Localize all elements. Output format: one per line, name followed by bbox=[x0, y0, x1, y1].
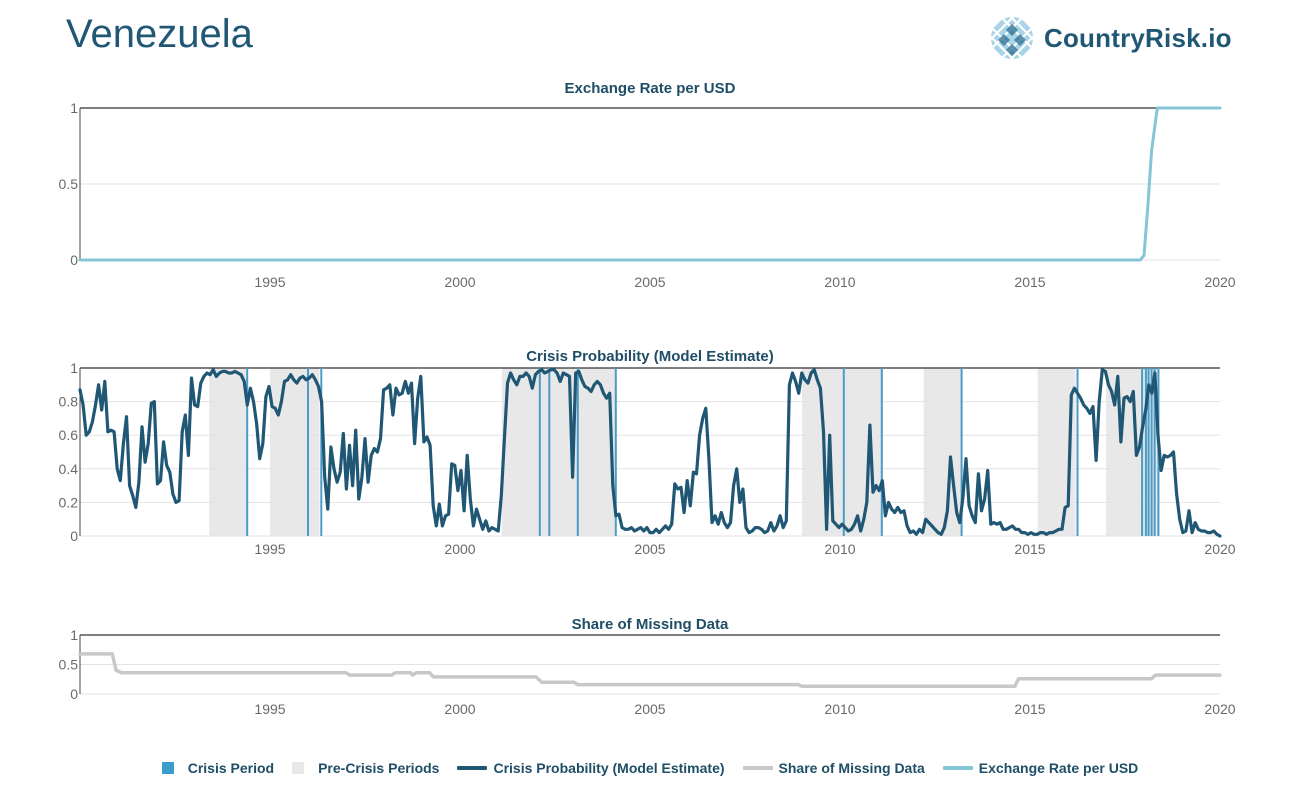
y-tick-label: 1 bbox=[70, 100, 78, 116]
y-tick-label: 1 bbox=[70, 360, 78, 376]
legend-item-crisis-period[interactable]: Crisis Period bbox=[161, 760, 275, 776]
page-title: Venezuela bbox=[66, 12, 253, 56]
pre-crisis-band bbox=[209, 368, 248, 536]
y-tick-label: 0 bbox=[70, 252, 78, 268]
x-tick-label: 1995 bbox=[254, 274, 285, 290]
legend-label: Crisis Probability (Model Estimate) bbox=[493, 760, 725, 776]
x-tick-label: 1995 bbox=[254, 701, 285, 717]
brand-name: CountryRisk.io bbox=[1044, 22, 1232, 53]
x-tick-label: 2005 bbox=[634, 701, 665, 717]
x-tick-label: 2020 bbox=[1204, 701, 1235, 717]
legend-item-share-of-missing-data[interactable]: Share of Missing Data bbox=[742, 760, 925, 776]
x-tick-label: 2020 bbox=[1204, 541, 1235, 557]
y-tick-label: 0.8 bbox=[59, 394, 79, 410]
legend-label: Share of Missing Data bbox=[778, 760, 925, 776]
legend-swatch bbox=[457, 766, 488, 770]
legend-swatch bbox=[942, 766, 973, 770]
legend-swatch bbox=[161, 762, 174, 774]
pre-crisis-band bbox=[501, 368, 616, 536]
y-tick-label: 0 bbox=[70, 528, 78, 544]
legend-item-exchange-rate-per-usd[interactable]: Exchange Rate per USD bbox=[942, 760, 1139, 776]
brand-logo[interactable]: CountryRisk.io bbox=[990, 14, 1232, 62]
chart-panel-crisis-probability-model-estimate: Crisis Probability (Model Estimate) 0 0.2 0… bbox=[59, 348, 1236, 557]
x-tick-label: 2015 bbox=[1014, 541, 1045, 557]
x-tick-label: 2005 bbox=[634, 541, 665, 557]
series-line-crisis-probability-model-estimate bbox=[78, 368, 1222, 538]
legend-label: Exchange Rate per USD bbox=[978, 760, 1139, 776]
x-tick-label: 2000 bbox=[444, 701, 475, 717]
legend-item-pre-crisis-periods[interactable]: Pre-Crisis Periods bbox=[292, 760, 439, 776]
chart-title: Share of Missing Data bbox=[572, 616, 729, 633]
x-tick-label: 1995 bbox=[254, 541, 285, 557]
x-tick-label: 2010 bbox=[824, 274, 855, 290]
globe-icon bbox=[991, 17, 1033, 59]
x-tick-label: 2010 bbox=[824, 541, 855, 557]
x-tick-label: 2010 bbox=[824, 701, 855, 717]
y-tick-label: 0.5 bbox=[59, 176, 79, 192]
chart-title: Crisis Probability (Model Estimate) bbox=[526, 348, 774, 365]
chart-panel-share-of-missing-data: Share of Missing Data 0 0.5 1 1995 2000 2005 20… bbox=[59, 616, 1236, 717]
legend-label: Crisis Period bbox=[187, 760, 275, 776]
x-tick-label: 2000 bbox=[444, 274, 475, 290]
series-line-share-of-missing-data bbox=[78, 652, 1222, 689]
legend-swatch bbox=[742, 766, 773, 770]
y-tick-label: 0.5 bbox=[59, 657, 79, 673]
chart-panel-exchange-rate-per-usd: Exchange Rate per USD 0 0.5 1 1995 2000 2005 20… bbox=[59, 80, 1236, 290]
x-tick-label: 2005 bbox=[634, 274, 665, 290]
y-tick-label: 0.2 bbox=[59, 494, 79, 510]
chart-title: Exchange Rate per USD bbox=[565, 80, 736, 97]
y-tick-label: 0.4 bbox=[59, 461, 79, 477]
x-tick-label: 2015 bbox=[1014, 274, 1045, 290]
y-tick-label: 0.6 bbox=[59, 427, 79, 443]
x-tick-label: 2000 bbox=[444, 541, 475, 557]
x-tick-label: 2020 bbox=[1204, 274, 1235, 290]
legend: Crisis Period Pre-Crisis Periods Crisis Pr… bbox=[0, 760, 1300, 776]
legend-item-crisis-probability-model-estimate[interactable]: Crisis Probability (Model Estimate) bbox=[457, 760, 725, 776]
series-line-exchange-rate-per-usd bbox=[78, 106, 1222, 262]
x-tick-label: 2015 bbox=[1014, 701, 1045, 717]
y-tick-label: 0 bbox=[70, 686, 78, 702]
legend-label: Pre-Crisis Periods bbox=[318, 760, 440, 776]
y-tick-label: 1 bbox=[70, 627, 78, 643]
legend-swatch bbox=[292, 762, 305, 774]
pre-crisis-band bbox=[270, 368, 320, 536]
